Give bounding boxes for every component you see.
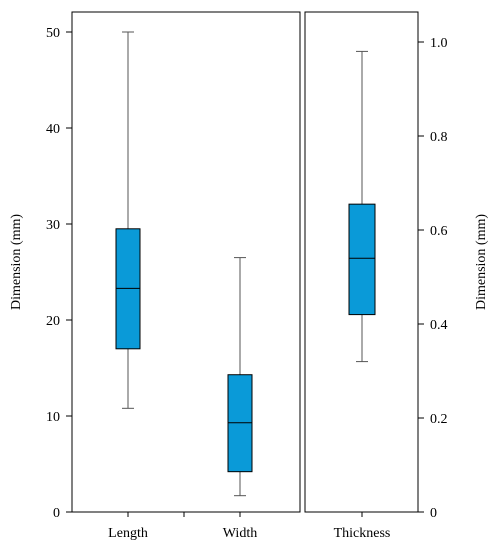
left-x-axis-labels: Length Width bbox=[108, 512, 257, 541]
x-category-label: Width bbox=[223, 526, 257, 541]
y-tick-label: 0.6 bbox=[430, 224, 448, 239]
y-tick-label: 20 bbox=[46, 314, 60, 329]
left-y-axis-ticks: 0 10 20 30 40 50 bbox=[46, 26, 72, 521]
box-length bbox=[115, 31, 141, 409]
left-y-axis-label: Dimension (mm) bbox=[9, 214, 24, 310]
iqr-box bbox=[348, 203, 376, 316]
y-tick-label: 10 bbox=[46, 410, 60, 425]
left-plot-frame bbox=[71, 11, 301, 513]
x-category-label: Length bbox=[108, 526, 148, 541]
y-tick-label: 0.2 bbox=[430, 412, 448, 427]
right-y-axis-label: Dimension (mm) bbox=[474, 214, 489, 310]
right-boxes bbox=[348, 50, 376, 363]
y-tick-label: 30 bbox=[46, 218, 60, 233]
left-panel: 0 10 20 30 40 50 Length Width Dimension (mm) bbox=[9, 11, 301, 541]
right-panel: 0 0.2 0.4 0.6 0.8 1.0 Thickness Dimension (mm… bbox=[304, 11, 489, 541]
left-boxes bbox=[115, 31, 253, 497]
box-width bbox=[227, 257, 253, 497]
x-category-label: Thickness bbox=[334, 526, 391, 541]
y-tick-label: 1.0 bbox=[430, 36, 448, 51]
y-tick-label: 0.4 bbox=[430, 318, 448, 333]
y-tick-label: 50 bbox=[46, 26, 60, 41]
box-thickness bbox=[348, 50, 376, 363]
y-tick-label: 0.8 bbox=[430, 130, 448, 145]
y-tick-label: 0 bbox=[53, 506, 60, 521]
right-y-axis-ticks: 0 0.2 0.4 0.6 0.8 1.0 bbox=[418, 36, 448, 521]
y-tick-label: 0 bbox=[430, 506, 437, 521]
right-x-axis-labels: Thickness bbox=[334, 512, 391, 541]
y-tick-label: 40 bbox=[46, 122, 60, 137]
